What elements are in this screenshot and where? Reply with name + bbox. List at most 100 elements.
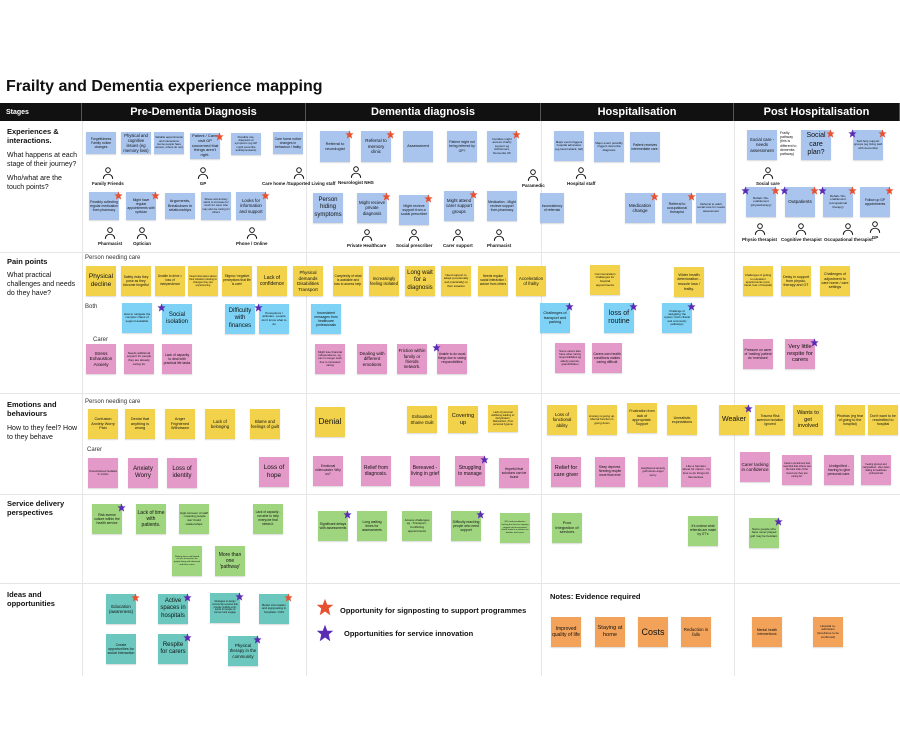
sticky-note: Covering up: [448, 406, 478, 433]
purple-star-icon: [183, 589, 192, 602]
row-question: How to they feel? How to they behave: [7, 424, 78, 441]
row-divider: [0, 494, 900, 495]
row-title: Service delivery perspectives: [7, 499, 65, 518]
purple-star-icon: [744, 400, 753, 413]
sticky-note: Safety risks they pose as they become fo…: [121, 266, 151, 296]
sticky-note: Referral to adult social care for needs …: [696, 193, 726, 223]
sticky-note: Carer lacking in confidence: [740, 452, 770, 482]
touchpoint-label: Social prescriber: [396, 243, 433, 248]
sticky-note: Some carers also have other caring respo…: [555, 343, 585, 373]
sticky-note: GPs and practitioners lacking the time f…: [500, 513, 530, 543]
touchpoint-label: Occupational therapist: [824, 237, 873, 242]
sticky-note: Waiting times and limited access to serv…: [172, 546, 202, 576]
touchpoint: Private Healthcare: [347, 228, 386, 248]
sticky-note: Anxiety is going up. Mental function is …: [587, 405, 617, 435]
sticky-note: Difficulty with finances: [225, 304, 255, 334]
red-star-icon: [848, 182, 857, 195]
sticky-note: Stress and anxiety starts to increase fo…: [201, 192, 231, 220]
touchpoint-label: Pharmacist: [487, 243, 512, 248]
red-star-icon: [284, 589, 293, 602]
sticky-note: Struggling to manage: [455, 456, 485, 486]
sticky-note: Unable to do usual things due to caring …: [437, 344, 467, 374]
sticky-note: Loss of functional ability: [547, 405, 577, 435]
sticky-note: Relief for care giver: [551, 457, 581, 487]
sticky-note: Exhausted Shame Guilt: [407, 406, 437, 433]
red-star-icon: [261, 187, 270, 200]
sticky-note: Denial that anything is wrong: [125, 409, 155, 439]
sticky-note: Families might access charity support eg…: [487, 131, 517, 162]
purple-star-icon: [741, 182, 750, 195]
sticky-note: Social care plan?: [801, 130, 831, 160]
sticky-note: Access challenges eg - Transport - Confl…: [402, 511, 432, 541]
legend-service-innovation: Opportunities for service innovation: [344, 629, 474, 638]
column-divider: [82, 121, 83, 676]
touchpoint: Care home /Supported Living staff: [262, 166, 336, 186]
touchpoint-label: Private Healthcare: [347, 243, 387, 248]
touchpoint: Pharmacist: [487, 228, 511, 248]
person-icon: [574, 166, 588, 181]
touchpoint: Social prescriber: [396, 228, 433, 248]
sticky-note: Lack of personal wellbeing leading to: D…: [488, 405, 518, 432]
sticky-note: Challenge of navigating 'the system' (bo…: [662, 303, 692, 333]
person-icon: [492, 228, 506, 243]
person-icon: [761, 166, 775, 181]
sublabel-carer: Carer: [93, 337, 109, 343]
sticky-note: Mental health interventions: [752, 617, 782, 647]
touchpoint: Cognitive therapist: [781, 222, 822, 242]
sticky-note: Lack of capacity - not able to help ever…: [253, 504, 283, 534]
touchpoint-label: GP: [871, 235, 879, 240]
sublabel-person-needing-care: Person needing care: [85, 399, 141, 405]
touchpoint-label: Physio therapist: [742, 237, 778, 242]
sticky-note: Patient might not being referred by GP?: [447, 131, 477, 162]
sticky-note: Respite for carers: [158, 634, 188, 664]
row-divider: [0, 252, 900, 253]
sticky-note: Trauma Risk aversion Isolation Ignored: [755, 405, 785, 435]
touchpoint: Physio therapist: [742, 222, 777, 242]
sticky-note: Challenges of getting to outpatient appo…: [743, 266, 773, 296]
sticky-note: Reduction in falls: [681, 617, 711, 647]
touchpoint-label: Family Friends: [92, 181, 124, 186]
sticky-note: Major event triggers hospital admission …: [554, 131, 584, 161]
red-star-icon: [316, 598, 334, 616]
row-divider: [0, 393, 900, 394]
sticky-note: Long wait for a diagnosis: [405, 266, 435, 296]
row-title: Pain points: [7, 257, 48, 266]
sticky-note: Rehab / Re-enablement (occupational ther…: [823, 187, 853, 217]
touchpoint: Social care: [756, 166, 780, 186]
sticky-note: Sleep deprived. Needing respite more tha…: [595, 457, 625, 487]
sticky-note: High turnover of staff - meaning people …: [179, 504, 209, 534]
sticky-note: Unable to drive = loss of independence: [155, 266, 185, 296]
sticky-note: Person hiding symptoms: [313, 193, 343, 223]
row-title: Ideas and opportunities: [7, 590, 55, 609]
sticky-note: Self-help support groups (eg living well…: [853, 130, 883, 160]
sublabel-carer: Carer: [87, 447, 103, 453]
sticky-note: Weaker: [719, 405, 749, 435]
sticky-note: Create opportunities for social interact…: [106, 634, 136, 664]
sticky-note: Wider health deterioration - muscle loss…: [674, 267, 704, 297]
sticky-note: Challenges of adjustment to care home / …: [820, 266, 850, 296]
sticky-note: Long waiting times for assessments: [357, 511, 387, 541]
row-question: What practical challenges and needs do t…: [7, 272, 76, 297]
person-icon: [103, 226, 117, 241]
sticky-note: Possibly collecting regular medication f…: [89, 192, 119, 220]
sticky-note: Stigma / negative perceptions that life …: [222, 266, 252, 296]
row-question: What happens at each stage of their jour…: [7, 151, 78, 168]
row-label-experiences: Experiences & interactions. What happens…: [7, 127, 79, 199]
purple-star-icon: [476, 506, 485, 519]
purple-star-icon: [780, 182, 789, 195]
sticky-note: Assessment: [403, 131, 433, 162]
red-star-icon: [650, 188, 659, 201]
sticky-note: Physical demands Disabilities Transport: [293, 266, 323, 296]
purple-star-icon: [157, 299, 166, 312]
touchpoint-label: Care home /Supported Living staff: [262, 181, 336, 186]
sticky-note: Blame and feelings of guilt: [250, 409, 280, 439]
sticky-note: Some people who have never played golf m…: [749, 518, 779, 548]
sticky-note: Inconsistency of referrals: [540, 193, 564, 223]
sticky-note: Undignified - having to give personal ca…: [824, 455, 854, 485]
sticky-note: Social care - needs assessment: [747, 130, 777, 160]
sticky-note: It's unclear what referrals are made by …: [688, 516, 718, 546]
sticky-note: Heightened anxiety guilt stress anger wo…: [638, 457, 668, 487]
sticky-note: Might lose financial independence, eg. c…: [315, 344, 345, 374]
purple-star-icon: [810, 334, 819, 347]
sticky-note: Perceptions / attitudes - people don't k…: [259, 304, 289, 334]
